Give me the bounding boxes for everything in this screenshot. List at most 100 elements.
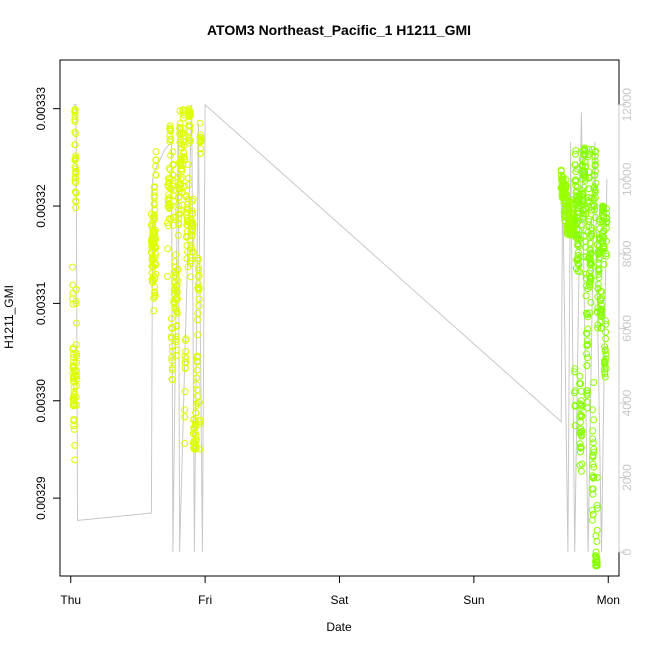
left-tick-label: 0.00329 bbox=[34, 476, 48, 520]
data-point bbox=[585, 174, 593, 182]
data-point bbox=[602, 237, 610, 245]
data-point bbox=[196, 131, 204, 139]
data-point bbox=[578, 460, 586, 468]
data-point bbox=[169, 376, 177, 384]
right-tick-label: 12000 bbox=[620, 88, 634, 122]
data-point bbox=[195, 302, 203, 310]
data-point bbox=[71, 109, 79, 117]
data-point bbox=[587, 277, 595, 285]
data-point bbox=[591, 214, 599, 221]
data-point bbox=[187, 257, 195, 265]
data-point bbox=[589, 453, 597, 461]
data-point bbox=[600, 243, 608, 251]
data-point bbox=[602, 224, 610, 232]
data-point bbox=[590, 463, 598, 471]
data-point bbox=[577, 401, 585, 409]
data-point bbox=[73, 359, 81, 367]
data-point bbox=[187, 273, 195, 281]
data-point bbox=[600, 260, 608, 268]
data-point bbox=[175, 194, 183, 202]
data-point bbox=[595, 270, 603, 278]
data-point bbox=[177, 180, 185, 188]
data-point bbox=[584, 153, 592, 161]
data-point bbox=[591, 161, 599, 168]
data-point bbox=[591, 186, 599, 194]
data-point bbox=[584, 325, 592, 333]
bottom-axis: Thu Fri Sat Sun Mon bbox=[60, 575, 620, 607]
data-point bbox=[583, 362, 591, 369]
data-point bbox=[578, 412, 586, 420]
data-point bbox=[183, 192, 190, 200]
data-point bbox=[152, 270, 160, 278]
data-point bbox=[596, 218, 604, 226]
data-point bbox=[601, 346, 609, 354]
data-point bbox=[191, 429, 199, 437]
data-point bbox=[601, 373, 609, 381]
data-point bbox=[589, 439, 597, 447]
data-point bbox=[186, 137, 194, 145]
data-point bbox=[599, 219, 607, 227]
data-point bbox=[575, 235, 583, 243]
data-point bbox=[588, 516, 596, 524]
data-point bbox=[586, 309, 594, 317]
data-point bbox=[196, 420, 203, 428]
data-point bbox=[589, 435, 597, 443]
data-point bbox=[197, 145, 204, 153]
data-point bbox=[591, 167, 599, 175]
data-point bbox=[187, 241, 195, 249]
data-point bbox=[562, 190, 570, 198]
data-point bbox=[592, 179, 600, 187]
data-point bbox=[600, 245, 608, 253]
data-point bbox=[603, 214, 611, 222]
data-point bbox=[598, 311, 605, 319]
data-point bbox=[590, 448, 598, 456]
data-point bbox=[588, 261, 596, 269]
data-point bbox=[69, 281, 77, 289]
data-point bbox=[196, 150, 204, 157]
data-point bbox=[172, 251, 179, 259]
data-point bbox=[182, 359, 190, 367]
data-point bbox=[187, 260, 195, 268]
data-point bbox=[575, 231, 583, 239]
data-point bbox=[588, 406, 596, 414]
data-point bbox=[571, 150, 579, 158]
data-point bbox=[72, 198, 80, 206]
data-point bbox=[150, 211, 158, 219]
data-point bbox=[164, 222, 172, 230]
data-point bbox=[172, 352, 180, 360]
data-point bbox=[573, 183, 581, 191]
data-point bbox=[195, 295, 203, 303]
data-point bbox=[172, 333, 180, 341]
data-point bbox=[576, 448, 584, 456]
data-point bbox=[186, 136, 194, 144]
data-point bbox=[181, 388, 189, 396]
data-point bbox=[183, 255, 191, 263]
data-point bbox=[584, 285, 592, 293]
data-point bbox=[169, 182, 176, 190]
data-point bbox=[194, 309, 202, 317]
data-point bbox=[196, 416, 204, 424]
data-point bbox=[152, 156, 160, 164]
data-point bbox=[583, 389, 591, 397]
data-point bbox=[193, 381, 200, 389]
data-point bbox=[592, 532, 600, 540]
data-point bbox=[579, 190, 587, 198]
data-point bbox=[194, 280, 202, 288]
data-point bbox=[582, 210, 590, 218]
data-point bbox=[572, 188, 580, 196]
data-point bbox=[602, 250, 610, 258]
data-point bbox=[576, 411, 584, 419]
right-axis: 0 2000 4000 6000 8000 10000 12000 bbox=[618, 88, 634, 555]
data-point bbox=[72, 285, 80, 293]
data-point bbox=[188, 244, 195, 252]
data-point bbox=[169, 160, 177, 168]
data-point bbox=[169, 171, 177, 179]
data-point bbox=[595, 274, 603, 282]
left-axis: 0.00329 0.00330 0.00331 0.00332 0.00333 bbox=[34, 87, 61, 520]
data-point bbox=[195, 284, 203, 292]
data-point bbox=[603, 218, 611, 226]
data-point bbox=[72, 179, 80, 187]
data-point bbox=[589, 490, 597, 498]
data-point bbox=[174, 206, 182, 214]
